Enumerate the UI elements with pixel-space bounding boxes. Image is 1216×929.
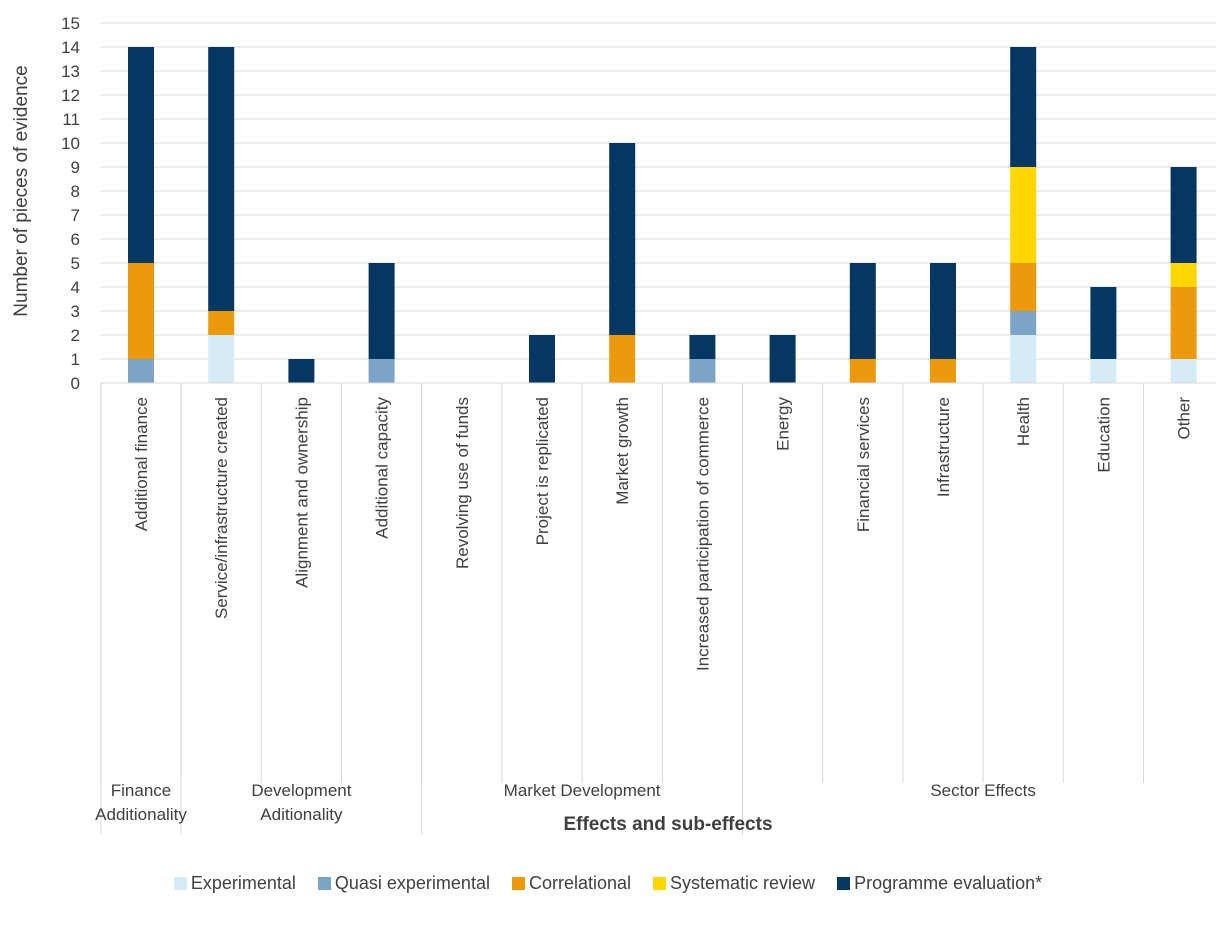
group-label: Development	[251, 781, 351, 800]
y-tick-label: 13	[61, 62, 80, 81]
bar-segment-programme-evaluation	[128, 47, 154, 263]
legend-item: Programme evaluation*	[837, 873, 1042, 894]
bar-segment-experimental	[1090, 359, 1117, 383]
group-label: Aditionality	[260, 805, 343, 824]
y-tick-label: 4	[71, 278, 80, 297]
category-label: Health	[1014, 397, 1033, 446]
category-labels: Additional finance Service/infrastructure…	[132, 397, 1194, 672]
category-label: Revolving use of funds	[453, 397, 472, 569]
bar-segment-correlational	[128, 263, 154, 359]
y-tick-label: 14	[61, 38, 80, 57]
legend: Experimental Quasi experimental Correlatio…	[0, 868, 1216, 898]
x-axis-label: Effects and sub-effects	[563, 814, 772, 835]
y-tick-label: 7	[71, 206, 80, 225]
bar-segment-programme-evaluation	[1090, 287, 1117, 359]
bar-segment-programme-evaluation	[689, 335, 716, 359]
group-labels: Finance Additionality Development Aditional…	[95, 781, 1036, 824]
bar-segment-correlational	[930, 359, 956, 383]
group-label: Market Development	[504, 781, 661, 800]
bar-segment-programme-evaluation	[529, 335, 555, 383]
y-tick-label: 0	[71, 374, 80, 393]
y-tick-label: 11	[62, 110, 80, 129]
legend-item: Quasi experimental	[317, 872, 490, 894]
legend-swatch	[173, 876, 187, 890]
bar-segment-quasi-experimental	[368, 359, 395, 383]
bar-segment-correlational	[208, 311, 235, 335]
category-label: Service/infrastructure created	[212, 397, 231, 619]
y-tick-label: 15	[61, 14, 80, 33]
bar-segment-quasi-experimental	[1010, 311, 1037, 335]
y-tick-label: 2	[71, 326, 80, 345]
bar-segment-quasi-experimental	[128, 359, 154, 383]
bar-segment-experimental	[208, 335, 235, 383]
bar-segment-systematic-review	[1170, 263, 1197, 287]
bar-segment-programme-evaluation	[368, 263, 395, 359]
category-label: Alignment and ownership	[292, 397, 311, 588]
category-label: Increased participation of commerce	[693, 397, 712, 671]
y-tick-label: 12	[61, 86, 80, 105]
bar-segment-programme-evaluation	[930, 263, 956, 359]
legend-item: Correlational	[511, 872, 632, 894]
y-tick-label: 6	[71, 230, 80, 249]
bar-segment-programme-evaluation	[208, 47, 235, 311]
group-label: Finance	[111, 781, 171, 800]
y-axis-label: Number of pieces of evidence	[11, 65, 32, 316]
gridlines	[100, 22, 1216, 384]
bar-segment-programme-evaluation	[1170, 167, 1197, 263]
bar-segment-experimental	[1010, 335, 1037, 383]
bar-segment-programme-evaluation	[288, 359, 315, 383]
y-tick-label: 10	[61, 134, 80, 153]
bar-segment-programme-evaluation	[769, 335, 796, 383]
x-axis	[100, 382, 1216, 835]
category-label: Infrastructure	[934, 397, 953, 497]
category-label: Other	[1175, 397, 1194, 440]
bar-segment-programme-evaluation	[1010, 47, 1037, 167]
y-tick-label: 8	[71, 182, 80, 201]
bar-segment-systematic-review	[1010, 167, 1037, 263]
category-label: Financial services	[854, 397, 873, 532]
category-label: Energy	[774, 397, 793, 451]
bar-segment-programme-evaluation	[609, 143, 636, 335]
bar-segment-correlational	[609, 335, 636, 383]
group-label: Additionality	[95, 805, 187, 824]
bar-segment-correlational	[1170, 287, 1197, 359]
y-tick-label: 3	[71, 302, 80, 321]
legend-label: Experimental	[190, 872, 296, 893]
y-tick-label: 9	[71, 158, 80, 177]
bar-segment-programme-evaluation	[849, 263, 876, 359]
category-label: Market growth	[613, 397, 632, 505]
legend-label: Correlational	[528, 872, 632, 893]
category-label: Additional finance	[132, 397, 151, 531]
category-label: Additional capacity	[373, 397, 392, 539]
bar-segment-quasi-experimental	[689, 359, 716, 383]
legend-swatch	[511, 876, 525, 890]
legend-item: Systematic review	[653, 873, 815, 894]
bar-segment-correlational	[849, 359, 876, 383]
legend-label: Quasi experimental	[334, 872, 490, 893]
category-label: Education	[1094, 397, 1113, 473]
y-tick-label: 5	[71, 254, 80, 273]
y-tick-label: 1	[71, 350, 80, 369]
bars	[128, 47, 1197, 383]
bar-segment-experimental	[1170, 359, 1197, 383]
category-label: Project is replicated	[533, 397, 552, 545]
legend-label: Programme evaluation*	[854, 872, 1043, 893]
legend-swatch	[653, 876, 667, 890]
legend-label: Systematic review	[670, 872, 816, 893]
legend-item: Experimental	[173, 872, 296, 894]
legend-swatch	[317, 876, 331, 890]
legend-swatch	[837, 876, 851, 890]
bar-segment-correlational	[1010, 263, 1037, 311]
group-label: Sector Effects	[930, 781, 1036, 800]
